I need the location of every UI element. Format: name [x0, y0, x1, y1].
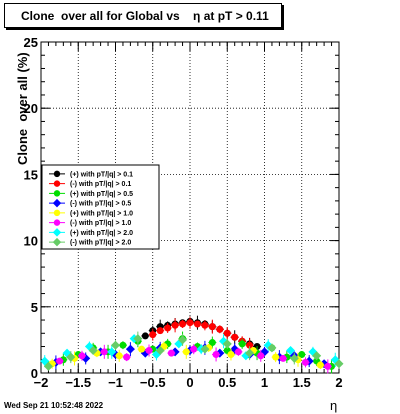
- data-point: [246, 341, 254, 349]
- data-point: [231, 333, 239, 341]
- data-point: [208, 323, 216, 331]
- chart-title: Clone over all for Global vs η at pT > 0…: [4, 3, 282, 28]
- data-point: [289, 353, 299, 363]
- data-point: [212, 350, 220, 358]
- data-point: [111, 340, 120, 350]
- data-point: [238, 340, 246, 348]
- data-point: [223, 329, 231, 337]
- legend-label: (+) with pT/|q| > 2.0: [70, 230, 133, 237]
- data-point: [298, 350, 306, 358]
- legend-label: (+) with pT/|q| > 0.5: [70, 191, 133, 198]
- series-7: [43, 331, 344, 371]
- data-point: [125, 344, 135, 354]
- data-point: [193, 320, 201, 328]
- x-tick-label: −1: [108, 375, 123, 390]
- y-tick-label: 10: [24, 234, 38, 249]
- legend-marker: [52, 198, 62, 208]
- data-point: [40, 356, 50, 366]
- data-point: [141, 332, 149, 340]
- data-point: [167, 349, 175, 357]
- x-tick-label: 2: [335, 375, 342, 390]
- data-point: [208, 339, 216, 347]
- legend-label: (+) with pT/|q| > 1.0: [70, 210, 133, 217]
- legend-label: (-) with pT/|q| > 2.0: [70, 240, 131, 247]
- legend-marker: [53, 170, 61, 178]
- data-point: [222, 339, 232, 349]
- data-point: [133, 334, 143, 344]
- timestamp: Wed Sep 21 10:52:48 2022: [4, 401, 104, 410]
- data-point: [43, 361, 53, 371]
- data-point: [119, 341, 127, 349]
- data-point: [190, 345, 198, 353]
- x-tick-label: 0.5: [218, 375, 236, 390]
- legend-label: (-) with pT/|q| > 1.0: [70, 220, 131, 227]
- x-tick-label: −1.5: [65, 375, 91, 390]
- data-point: [267, 343, 277, 353]
- data-point: [66, 352, 76, 362]
- x-axis-label: η: [330, 398, 338, 413]
- x-tick-label: 1.5: [293, 375, 311, 390]
- data-marks: [40, 315, 344, 374]
- data-point: [164, 324, 172, 332]
- y-tick-label: 20: [24, 101, 38, 116]
- series-5: [55, 344, 332, 374]
- legend-marker: [53, 219, 61, 226]
- data-point: [227, 350, 235, 358]
- legend-marker: [52, 237, 62, 247]
- data-point: [115, 352, 123, 360]
- legend-marker: [52, 228, 62, 237]
- legend-marker: [53, 180, 61, 187]
- x-tick-label: −0.5: [140, 375, 166, 390]
- data-point: [316, 361, 324, 369]
- y-axis-label: Clone over all (%): [15, 52, 30, 165]
- y-tick-label: 5: [31, 300, 38, 315]
- data-point: [123, 353, 131, 361]
- data-point: [182, 348, 190, 356]
- x-tick-label: 1: [261, 375, 268, 390]
- data-point: [200, 344, 210, 354]
- data-point: [272, 353, 280, 361]
- legend-box: [41, 164, 160, 250]
- legend-label: (-) with pT/|q| > 0.5: [70, 201, 131, 208]
- legend-marker: [53, 209, 61, 217]
- data-point: [301, 358, 309, 366]
- data-point: [156, 327, 164, 335]
- data-point: [178, 335, 188, 345]
- data-point: [145, 346, 153, 354]
- data-point: [245, 348, 255, 358]
- y-tick-label: 15: [24, 167, 38, 182]
- data-point: [88, 345, 98, 355]
- data-point: [149, 331, 157, 339]
- data-point: [100, 348, 108, 356]
- data-point: [286, 345, 296, 355]
- data-point: [56, 357, 64, 365]
- y-tick-label: 25: [24, 35, 38, 50]
- data-point: [201, 321, 209, 329]
- data-point: [216, 325, 224, 333]
- data-point: [155, 345, 165, 355]
- data-point: [257, 352, 265, 360]
- data-point: [324, 362, 332, 370]
- legend: (+) with pT/|q| > 0.1 (-) with pT/|q| > 0…: [41, 164, 160, 250]
- data-point: [234, 348, 242, 356]
- data-point: [179, 320, 187, 328]
- legend-label: (+) with pT/|q| > 0.1: [70, 171, 133, 178]
- data-point: [312, 351, 322, 361]
- legend-marker: [53, 190, 61, 197]
- data-point: [138, 345, 146, 353]
- x-tick-label: −2: [34, 375, 49, 390]
- x-tick-label: 0: [186, 375, 193, 390]
- legend-label: (-) with pT/|q| > 0.1: [70, 181, 131, 188]
- y-tick-label: 0: [31, 366, 38, 381]
- data-point: [279, 354, 287, 362]
- data-point: [171, 321, 179, 329]
- data-point: [107, 347, 117, 357]
- data-point: [186, 319, 194, 327]
- data-point: [334, 359, 344, 369]
- data-point: [78, 352, 86, 360]
